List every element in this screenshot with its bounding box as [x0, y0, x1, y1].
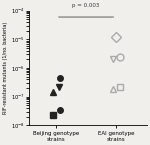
- Text: p = 0.003: p = 0.003: [72, 3, 100, 8]
- Y-axis label: RIF-resistant mutants (1/no. bacteria): RIF-resistant mutants (1/no. bacteria): [3, 22, 8, 114]
